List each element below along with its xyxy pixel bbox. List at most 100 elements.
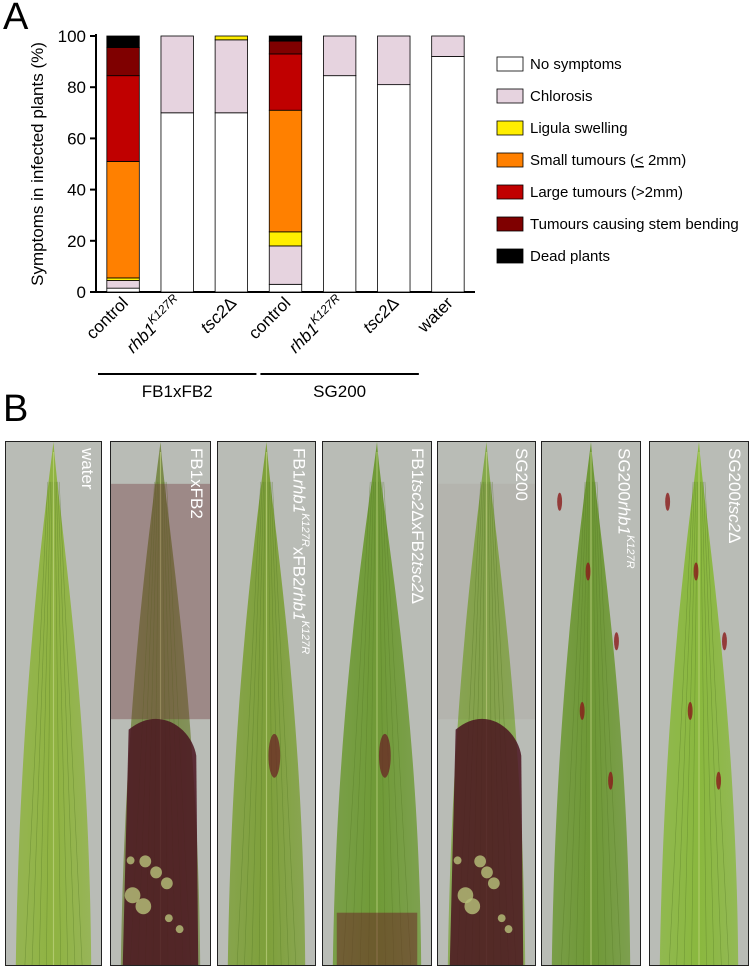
leaf-image [438,442,535,965]
leaf-vein [24,481,49,965]
bar-segment [106,35,140,48]
leaf-vein [359,481,374,965]
leaf-vein [703,481,722,965]
group-label: SG200 [313,382,366,401]
y-tick-label: 40 [67,181,86,200]
legend-swatch [496,56,524,72]
anthocyanin-tint [438,483,535,720]
leaf-label: FB1rhb1K127RxFB2rhb1K127R [289,448,311,655]
leaf-vein [676,481,695,965]
leaf-vein [596,481,622,965]
leaf-vein [31,481,50,965]
bar-segment [160,112,194,293]
y-tick-label: 0 [77,283,86,302]
leaf-vein [46,481,53,965]
leaf-vein [236,481,261,965]
tumour-nodule [504,925,513,934]
leaf-vein [38,481,51,965]
leaf-vein [368,481,376,965]
leaf-photo-panel: FB1xFB2 [110,441,211,966]
leaf-image [551,442,631,965]
anthocyanin-tint [111,483,210,720]
bar-segment [268,245,303,285]
leaf-vein [251,481,264,965]
leaf-vein [272,481,297,965]
tumour-nodule [139,855,152,868]
lesion-spot [716,771,722,790]
leaf-vein [244,481,263,965]
bar-segment [214,39,249,114]
lesion-spot [608,771,614,790]
bar-segment [106,75,140,162]
x-tick-label: rhb1K127R [283,291,349,357]
bar-segment [322,35,357,77]
y-tick-label: 100 [58,27,86,46]
group-label: FB1xFB2 [142,382,213,401]
leaf-vein [380,481,395,965]
leaf-vein [593,481,607,965]
lesion-spot [722,632,727,651]
leaf-label: SG200 [512,448,531,501]
x-tick-label: tsc2Δ [359,293,403,337]
tumour-nodule [126,856,135,865]
x-tick-label: rhb1K127R [120,291,186,357]
leaf-vein [56,481,69,965]
legend-swatch [496,152,524,168]
y-axis-title: Symptoms in infected plants (%) [28,42,47,286]
bar-segment [268,231,303,247]
legend-swatch [496,184,524,200]
tumour-nodule [135,898,152,915]
bar-segment [214,112,249,293]
leaf-label: FB1xFB2 [187,448,206,519]
legend-label: Tumours causing stem bending [530,216,739,233]
tumour-nodule [150,866,162,879]
x-tick-label: control [245,293,295,343]
leaf-vein [267,481,275,965]
lesion-spot [687,702,693,720]
bar-segment [160,35,194,114]
legend-label: Large tumours (>2mm) [530,184,683,201]
leaf-vein [270,481,289,965]
leaf-vein [258,481,266,965]
tumour-nodule [481,866,493,879]
tumour-nodule [457,887,474,904]
tumour-nodule [124,887,141,904]
leaf-vein [575,481,589,965]
legend-label: Small tumours (< 2mm) [530,152,686,169]
bar-segment [268,283,303,293]
tumour-nodule [474,855,487,868]
leaf-image [111,442,210,965]
leaf-vein [383,481,412,965]
leaf-photo-panel: FB1tsc2ΔxFB2tsc2Δ [322,441,432,966]
bar-segment [268,53,303,111]
leaf-label: SG200tsc2Δ [725,448,744,544]
legend-label: Dead plants [530,248,610,265]
leaf-image [659,442,739,965]
bar-segment [377,84,411,293]
bar-segment [268,40,303,55]
lesion [268,733,281,778]
tumour-region [122,718,199,965]
tumour-nodule [175,925,184,934]
leaf-photo-panel: SG200tsc2Δ [649,441,749,966]
legend-swatch [496,216,524,232]
legend-swatch [496,88,524,104]
bar-segment [322,75,357,293]
x-tick-label: water [413,293,457,337]
leaf-label: water [78,448,97,490]
lesion-spot [693,562,699,581]
leaf-photo-panel: FB1rhb1K127RxFB2rhb1K127R [217,441,316,966]
lesion-spot [579,702,585,720]
legend-label: No symptoms [530,56,622,73]
leaf-vein [583,481,590,965]
leaf-vein [704,481,730,965]
bar-segment [431,56,465,293]
bar-segment [106,287,140,293]
lesion [378,733,391,778]
lesion-spot [665,492,671,511]
tumour-nodule [164,914,173,923]
leaf-vein [683,481,697,965]
leaf-vein [701,481,715,965]
y-tick-label: 80 [67,78,86,97]
lesion [336,912,418,965]
